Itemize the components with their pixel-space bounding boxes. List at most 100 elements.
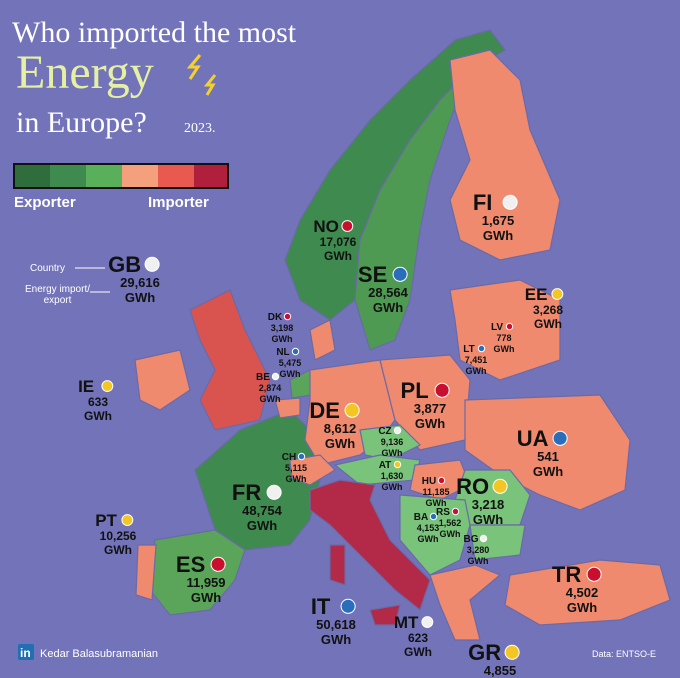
energy-unit: GWh (125, 290, 155, 305)
energy-value: 11,185 (422, 487, 449, 497)
country-code: GR (468, 640, 501, 665)
flag (393, 426, 402, 435)
energy-unit: GWh (280, 369, 301, 379)
energy-value: 28,564 (368, 285, 409, 300)
es (149, 529, 246, 616)
country-code: NO (313, 217, 339, 236)
country-code: IE (78, 377, 94, 396)
energy-value: 5,115 (285, 463, 307, 473)
country-code: RS (436, 507, 450, 518)
flag (341, 220, 354, 232)
flag (144, 256, 160, 272)
energy-value: 9,136 (381, 437, 404, 447)
energy-unit: GWh (247, 518, 277, 533)
swatch (194, 164, 228, 188)
energy-unit: GWh (84, 409, 112, 423)
flag (586, 566, 602, 582)
key-label: Country (30, 263, 65, 274)
se (354, 69, 471, 351)
flag (552, 430, 568, 446)
energy-value: 4,502 (566, 585, 599, 600)
energy-unit: GWh (466, 366, 487, 376)
flag (283, 312, 292, 321)
energy-value: 2,874 (259, 383, 282, 393)
legend-label: Importer (148, 194, 209, 211)
flag (121, 514, 134, 526)
country-code: LT (463, 344, 474, 355)
energy-unit: GWh (418, 534, 439, 544)
ua (464, 394, 631, 511)
key-label: Energy import/ export (25, 284, 90, 306)
country-code: GB (108, 252, 141, 277)
energy-unit: GWh (404, 645, 432, 659)
bg (469, 524, 526, 561)
energy-value: 3,280 (467, 545, 490, 555)
country-code: RO (456, 474, 489, 499)
country-code: SE (358, 262, 387, 287)
fi (449, 49, 561, 261)
country-code: HU (422, 476, 436, 487)
country-code: IT (311, 594, 331, 619)
sardinia (329, 544, 346, 586)
country-labels: NO17,076GWhSE28,564GWhFI1,675GWhEE3,268G… (78, 190, 602, 678)
country-code: BA (414, 512, 428, 523)
legend-bar (13, 163, 229, 189)
baltics (449, 279, 561, 381)
energy-unit: GWh (494, 344, 515, 354)
year: 2023. (184, 121, 216, 136)
energy-unit: GWh (104, 543, 132, 557)
country-code: UA (517, 426, 549, 451)
country-code: LV (491, 322, 503, 333)
logo-box (18, 644, 34, 660)
energy-unit: GWh (440, 529, 461, 539)
flag (429, 512, 438, 521)
energy-value: 3,877 (414, 401, 447, 416)
flag (492, 478, 508, 494)
title-highlight: Energy (16, 46, 154, 99)
flag (393, 460, 402, 469)
swatch (86, 164, 122, 188)
country-code: ES (176, 552, 205, 577)
energy-unit: GWh (324, 249, 352, 263)
country-code: DK (268, 312, 283, 323)
energy-value: 17,076 (320, 235, 357, 249)
flag (505, 322, 514, 331)
flag (504, 644, 520, 660)
energy-value: 623 (408, 631, 428, 645)
energy-unit: GWh (382, 482, 403, 492)
flag (479, 534, 488, 543)
country-code: FR (232, 480, 261, 505)
energy-value: 11,959 (186, 575, 225, 590)
energy-value: 1,675 (482, 213, 515, 228)
title: Who imported the most (12, 16, 297, 49)
energy-unit: GWh (534, 317, 562, 331)
flag (392, 266, 408, 282)
swatch (158, 164, 194, 188)
it (309, 479, 431, 612)
energy-unit: GWh (373, 300, 403, 315)
country-code: PL (401, 378, 429, 403)
country-code: CZ (378, 426, 391, 437)
tr (504, 559, 671, 626)
energy-value: 4,855 (484, 663, 517, 678)
ch (289, 454, 336, 486)
energy-value: 1,562 (439, 518, 462, 528)
author: Kedar Balasubramanian (40, 648, 158, 660)
flag (477, 344, 486, 353)
flag (297, 452, 306, 461)
energy-value: 541 (537, 449, 559, 464)
energy-value: 48,754 (242, 503, 283, 518)
energy-value: 778 (496, 333, 511, 343)
swatch (122, 164, 158, 188)
energy-value: 10,256 (100, 529, 137, 543)
energy-unit: GWh (286, 474, 307, 484)
energy-unit: GWh (483, 228, 513, 243)
energy-value: 3,198 (271, 323, 294, 333)
dk (309, 319, 336, 361)
flag (101, 380, 114, 392)
energy-unit: GWh (415, 416, 445, 431)
energy-unit: GWh (272, 334, 293, 344)
swatch (14, 164, 50, 188)
flag (291, 347, 300, 356)
country-code: BE (256, 372, 270, 383)
